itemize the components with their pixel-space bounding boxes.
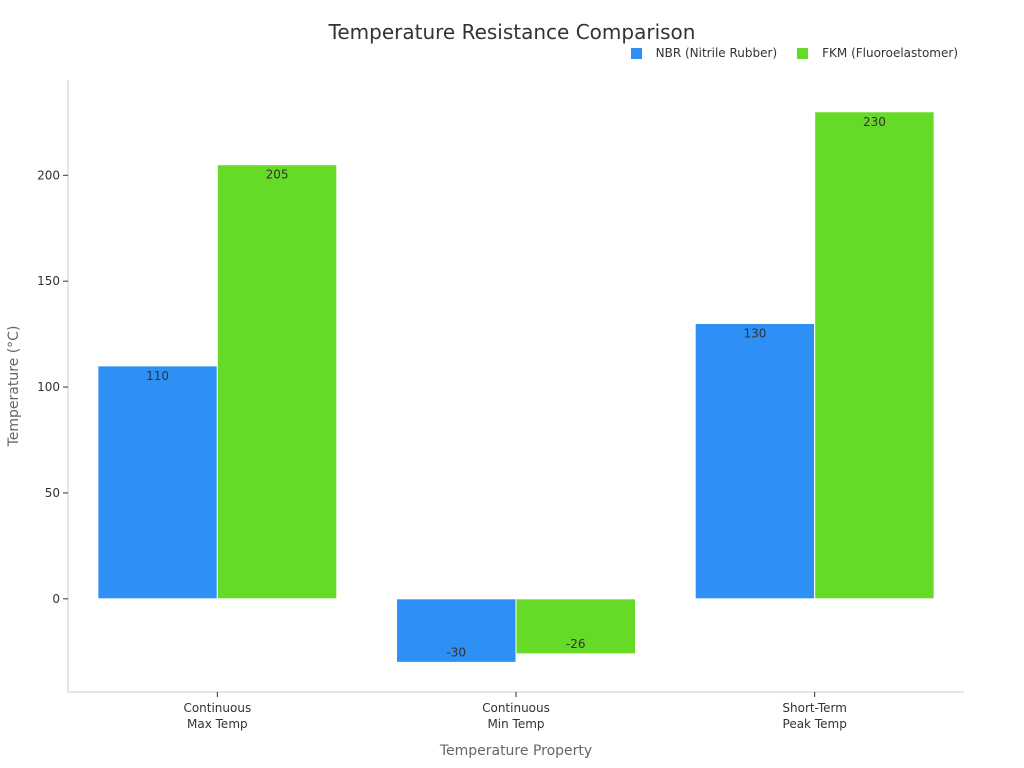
data-label: -30: [446, 645, 466, 659]
bar-nbr-1: [396, 598, 517, 663]
bar-nbr-2: [694, 323, 816, 600]
bar-fkm-1: [515, 598, 636, 655]
x-tick-label: Short-Term: [782, 701, 847, 715]
x-tick-label: Max Temp: [187, 717, 248, 731]
data-label: 230: [863, 115, 886, 129]
legend-label-nbr: NBR (Nitrile Rubber): [655, 46, 778, 60]
legend: NBR (Nitrile Rubber) FKM (Fluoroelastome…: [611, 46, 958, 60]
x-tick-label: Peak Temp: [783, 717, 847, 731]
x-axis-title: Temperature Property: [439, 743, 592, 759]
legend-label-fkm: FKM (Fluoroelastomer): [822, 46, 958, 60]
legend-item-fkm[interactable]: FKM (Fluoroelastomer): [797, 46, 958, 60]
x-tick-label: Continuous: [482, 701, 550, 715]
data-label: 205: [266, 168, 289, 182]
x-tick-label: Continuous: [183, 701, 251, 715]
x-tick-label: Min Temp: [487, 717, 544, 731]
y-axis-title: Temperature (°C): [6, 326, 22, 448]
chart-title: Temperature Resistance Comparison: [328, 20, 696, 44]
legend-item-nbr[interactable]: NBR (Nitrile Rubber): [630, 46, 778, 60]
legend-swatch-fkm: [797, 47, 809, 59]
y-tick-label: 50: [45, 486, 60, 500]
y-tick-label: 150: [37, 274, 60, 288]
bar-fkm-2: [814, 111, 935, 600]
y-tick-label: 0: [52, 592, 60, 606]
bar-fkm-0: [216, 164, 338, 600]
legend-swatch-nbr: [630, 47, 642, 59]
bar-nbr-0: [97, 365, 218, 600]
data-label: 110: [146, 369, 169, 383]
data-label: 130: [743, 327, 766, 341]
data-label: -26: [566, 637, 586, 651]
y-tick-label: 100: [37, 380, 60, 394]
y-tick-label: 200: [37, 168, 60, 182]
